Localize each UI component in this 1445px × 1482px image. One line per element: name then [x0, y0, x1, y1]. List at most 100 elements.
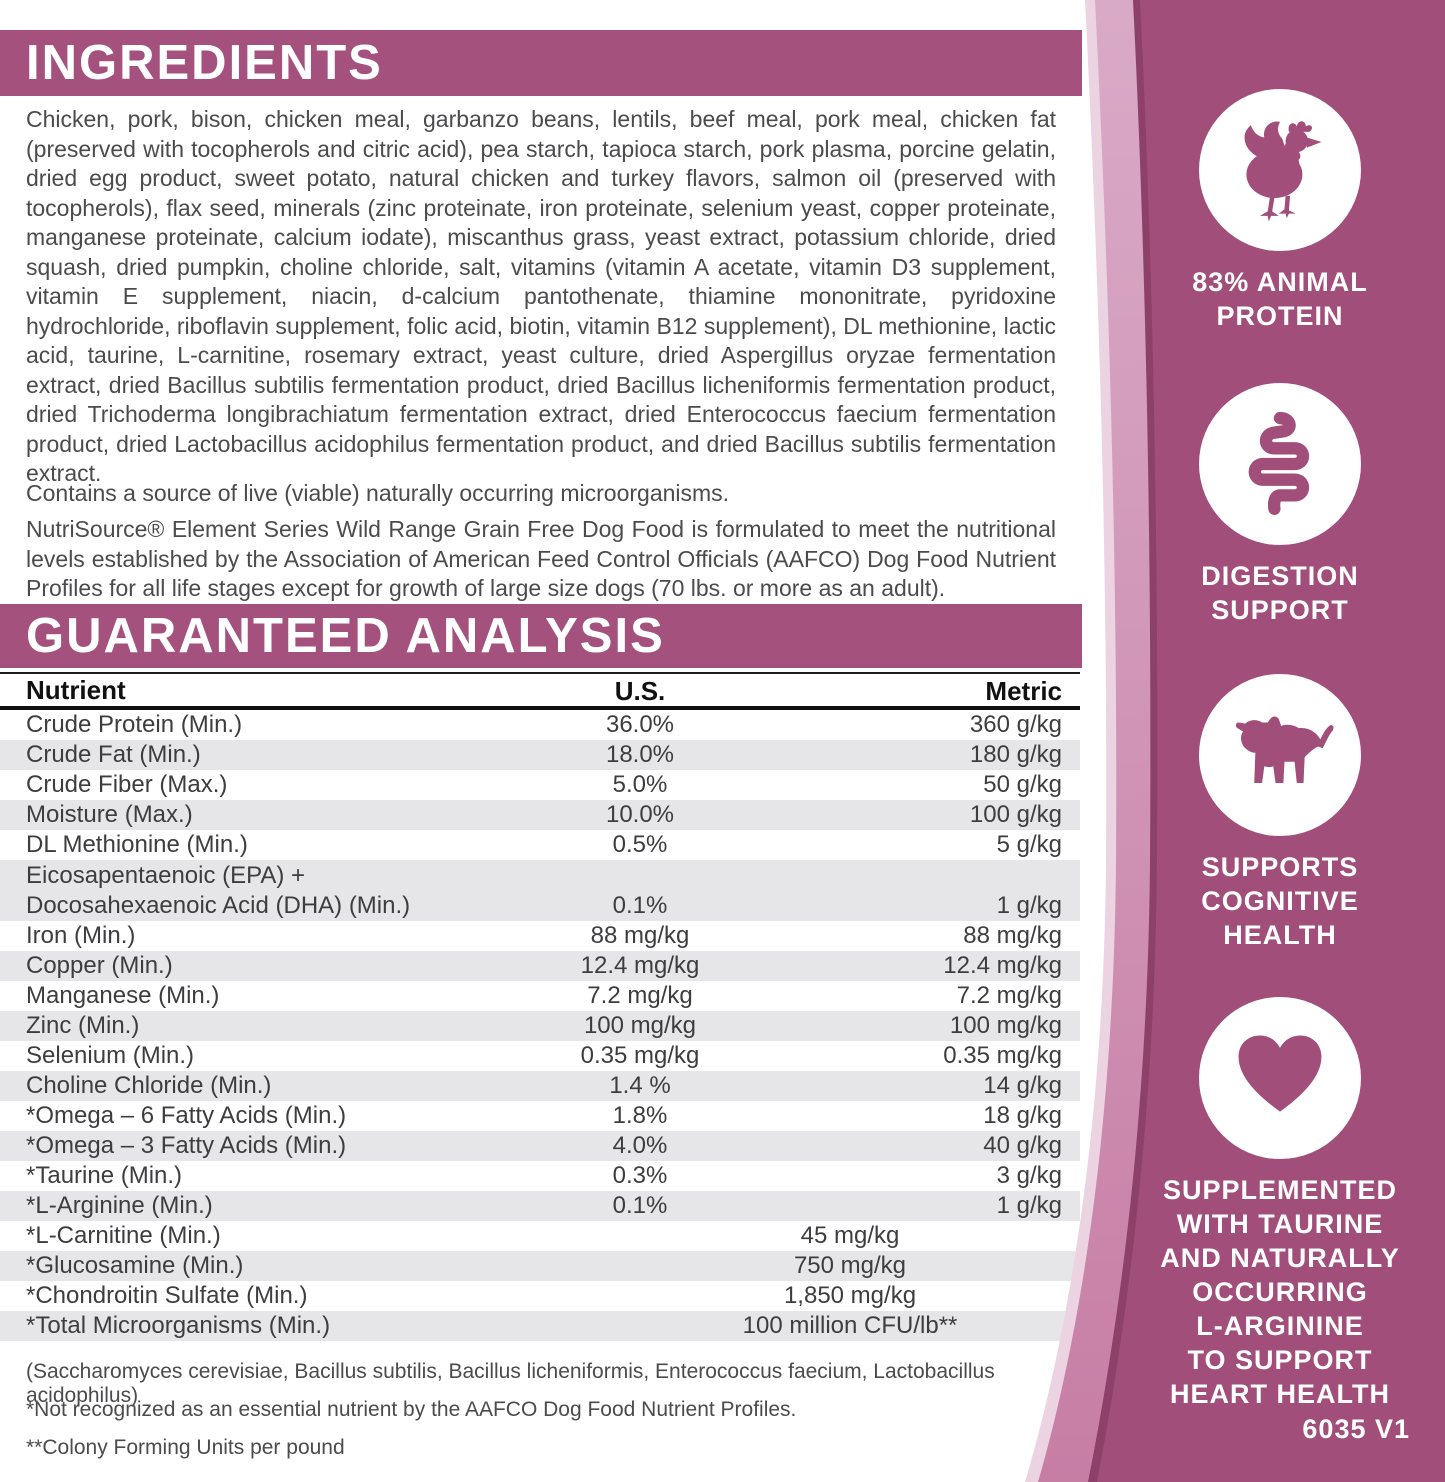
ga-row-span-value: 1,850 mg/kg — [783, 1282, 917, 1309]
ga-row-nutrient: Choline Chloride (Min.) — [26, 1072, 272, 1099]
ga-row-nutrient: Zinc (Min.) — [26, 1012, 140, 1039]
ga-row-metric-value: 100 g/kg — [969, 801, 1062, 828]
ga-row-nutrient: *Taurine (Min.) — [26, 1162, 183, 1189]
ga-table-header: Nutrient U.S. Metric — [0, 672, 1080, 710]
ga-row-us-value: 0.5% — [612, 831, 668, 858]
ga-row-metric-value: 3 g/kg — [996, 1162, 1062, 1189]
ga-row-us-value: 0.3% — [612, 1162, 668, 1189]
ga-row-us-value: 12.4 mg/kg — [580, 952, 700, 979]
ga-row-nutrient: *Chondroitin Sulfate (Min.) — [26, 1282, 308, 1309]
ga-col-nutrient: Nutrient — [26, 675, 126, 705]
ga-col-metric: Metric — [985, 676, 1062, 706]
badge-digestion-support: DIGESTION SUPPORT — [1122, 383, 1438, 627]
ga-row-metric-value: 1 g/kg — [996, 892, 1062, 919]
badge-label-cognitive-health: SUPPORTS COGNITIVE HEALTH — [1201, 852, 1359, 950]
ga-col-us: U.S. — [614, 676, 666, 706]
ga-row-us-value: 0.35 mg/kg — [580, 1042, 700, 1069]
table-row: Eicosapentaenoic (EPA) + Docosahexaenoic… — [0, 860, 1080, 921]
table-row: *Omega – 6 Fatty Acids (Min.) 1.8% 18 g/… — [0, 1101, 1080, 1131]
double-asterisk-footnote: **Colony Forming Units per pound — [26, 1436, 345, 1459]
table-row: Copper (Min.) 12.4 mg/kg 12.4 mg/kg — [0, 951, 1080, 981]
ga-row-nutrient: Crude Fiber (Max.) — [26, 771, 228, 798]
table-row: DL Methionine (Min.) 0.5% 5 g/kg — [0, 830, 1080, 860]
ga-row-us-value: 88 mg/kg — [590, 922, 690, 949]
table-row: Crude Fat (Min.) 18.0% 180 g/kg — [0, 740, 1080, 770]
table-row: *L-Arginine (Min.) 0.1% 1 g/kg — [0, 1191, 1080, 1221]
digestion-icon — [1248, 411, 1310, 515]
version-code: 6035 V1 — [1302, 1414, 1410, 1444]
ga-row-nutrient: *Glucosamine (Min.) — [26, 1252, 244, 1279]
table-row: Iron (Min.) 88 mg/kg 88 mg/kg — [0, 921, 1080, 951]
badge-animal-protein: 83% ANIMAL PROTEIN — [1122, 89, 1438, 333]
table-row: Crude Fiber (Max.) 5.0% 50 g/kg — [0, 770, 1080, 800]
ga-row-metric-value: 100 mg/kg — [949, 1012, 1062, 1039]
ga-row-metric-value: 12.4 mg/kg — [943, 952, 1062, 979]
ga-row-metric-value: 5 g/kg — [996, 831, 1062, 858]
ga-row-nutrient: Iron (Min.) — [26, 922, 136, 949]
ga-row-metric-value: 7.2 mg/kg — [956, 982, 1062, 1009]
ga-row-metric-value: 180 g/kg — [969, 741, 1062, 768]
table-row: Crude Protein (Min.) 36.0% 360 g/kg — [0, 710, 1080, 740]
ga-row-us-value: 7.2 mg/kg — [587, 982, 693, 1009]
ga-row-metric-value: 1 g/kg — [996, 1192, 1062, 1219]
badge-label-digestion-support: DIGESTION SUPPORT — [1201, 561, 1359, 625]
ga-row-metric-value: 18 g/kg — [983, 1102, 1062, 1129]
badge-label-heart-health: SUPPLEMENTED WITH TAURINE AND NATURALLY … — [1160, 1175, 1400, 1409]
asterisk-footnote: *Not recognized as an essential nutrient… — [26, 1398, 797, 1421]
ingredients-paragraph: Chicken, pork, bison, chicken meal, garb… — [26, 106, 1056, 486]
ingredients-title: INGREDIENTS — [26, 36, 383, 90]
ga-row-us-value: 100 mg/kg — [583, 1012, 697, 1039]
ga-row-nutrient: *L-Arginine (Min.) — [26, 1192, 213, 1219]
ga-row-nutrient: Manganese (Min.) — [26, 982, 220, 1009]
table-row: *Taurine (Min.) 0.3% 3 g/kg — [0, 1161, 1080, 1191]
ga-row-nutrient: Crude Protein (Min.) — [26, 711, 243, 738]
ga-row-nutrient: Eicosapentaenoic (EPA) + Docosahexaenoic… — [26, 862, 411, 919]
ga-row-nutrient: Copper (Min.) — [26, 952, 173, 979]
ga-row-nutrient: DL Methionine (Min.) — [26, 831, 248, 858]
table-row: *Glucosamine (Min.) 750 mg/kg — [0, 1251, 1080, 1281]
ga-table-rows: Crude Protein (Min.) 36.0% 360 g/kg Crud… — [0, 710, 1080, 1341]
ga-row-nutrient: Moisture (Max.) — [26, 801, 193, 828]
ga-row-us-value: 36.0% — [605, 711, 675, 738]
aafco-statement: NutriSource® Element Series Wild Range G… — [26, 516, 1056, 601]
badge-label-animal-protein: 83% ANIMAL PROTEIN — [1192, 267, 1368, 331]
ga-row-span-value: 45 mg/kg — [800, 1222, 900, 1249]
ga-row-metric-value: 0.35 mg/kg — [943, 1042, 1062, 1069]
ga-row-metric-value: 88 mg/kg — [963, 922, 1062, 949]
ga-row-us-value: 18.0% — [605, 741, 675, 768]
table-row: Moisture (Max.) 10.0% 100 g/kg — [0, 800, 1080, 830]
chicken-icon — [1244, 121, 1322, 222]
ga-row-span-value: 100 million CFU/lb** — [742, 1312, 958, 1339]
ga-row-metric-value: 50 g/kg — [983, 771, 1062, 798]
ga-row-us-value: 10.0% — [605, 801, 675, 828]
table-row: *Chondroitin Sulfate (Min.) 1,850 mg/kg — [0, 1281, 1080, 1311]
ga-row-us-value: 1.4 % — [609, 1072, 671, 1099]
ga-row-us-value: 0.1% — [612, 892, 668, 919]
guaranteed-analysis-title: GUARANTEED ANALYSIS — [26, 609, 665, 663]
heart-icon — [1238, 1035, 1322, 1112]
table-row: Zinc (Min.) 100 mg/kg 100 mg/kg — [0, 1011, 1080, 1041]
ga-row-us-value: 0.1% — [612, 1192, 668, 1219]
badge-cognitive-health: SUPPORTS COGNITIVE HEALTH — [1122, 674, 1438, 952]
ga-row-nutrient: *Omega – 6 Fatty Acids (Min.) — [26, 1102, 347, 1129]
guaranteed-analysis-table: Nutrient U.S. Metric Crude Protein (Min.… — [0, 672, 1080, 1341]
table-row: *Total Microorganisms (Min.) 100 million… — [0, 1311, 1080, 1341]
ga-row-us-value: 1.8% — [612, 1102, 668, 1129]
ga-row-metric-value: 14 g/kg — [983, 1072, 1062, 1099]
guaranteed-analysis-header-bar: GUARANTEED ANALYSIS — [0, 604, 1082, 668]
microorganisms-source-note: Contains a source of live (viable) natur… — [26, 480, 730, 506]
ga-row-span-value: 750 mg/kg — [793, 1252, 907, 1279]
microorganism-species-note: (Saccharomyces cerevisiae, Bacillus subt… — [26, 1360, 995, 1407]
ga-row-nutrient: Crude Fat (Min.) — [26, 741, 201, 768]
ga-row-us-value: 4.0% — [612, 1132, 668, 1159]
table-row: *L-Carnitine (Min.) 45 mg/kg — [0, 1221, 1080, 1251]
table-row: *Omega – 3 Fatty Acids (Min.) 4.0% 40 g/… — [0, 1131, 1080, 1161]
ingredients-header-bar: INGREDIENTS — [0, 30, 1082, 96]
ga-row-us-value: 5.0% — [612, 771, 668, 798]
ga-row-nutrient: *L-Carnitine (Min.) — [26, 1222, 221, 1249]
puppy-icon — [1235, 716, 1334, 783]
ga-row-nutrient: *Omega – 3 Fatty Acids (Min.) — [26, 1132, 347, 1159]
ga-row-metric-value: 360 g/kg — [969, 711, 1062, 738]
badge-heart-health: SUPPLEMENTED WITH TAURINE AND NATURALLY … — [1122, 997, 1438, 1411]
